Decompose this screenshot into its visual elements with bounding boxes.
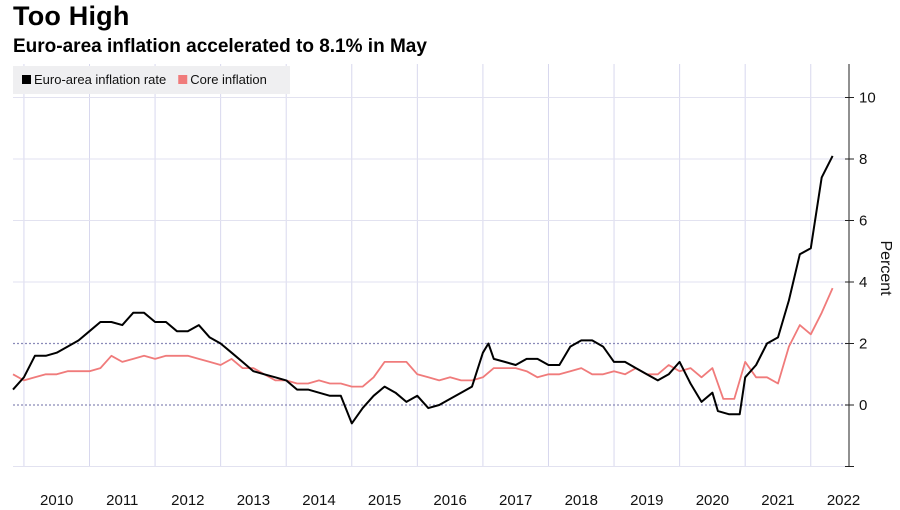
y-axis-label: Percent xyxy=(877,240,894,296)
legend-swatch xyxy=(22,75,31,84)
y-tick-label: 2 xyxy=(859,336,867,353)
y-axis: 0 2 4 6 8 10 xyxy=(845,64,876,467)
legend: Euro-area inflation rate Core inflation xyxy=(13,66,290,94)
x-tick-label: 2015 xyxy=(368,492,401,509)
y-tick-label: 10 xyxy=(859,90,876,107)
x-tick-label: 2010 xyxy=(40,492,73,509)
legend-swatch xyxy=(178,75,188,84)
x-tick-label: 2011 xyxy=(106,492,138,509)
x-tick-label: 2014 xyxy=(302,492,335,509)
series-layer xyxy=(12,155,834,425)
legend-label: Core inflation xyxy=(190,72,267,87)
legend-box xyxy=(13,66,290,94)
x-tick-label: 2017 xyxy=(499,492,532,509)
legend-label: Euro-area inflation rate xyxy=(34,72,166,87)
x-axis: 2010 2011 2012 2013 2014 2015 2016 2017 2018 2019… xyxy=(40,492,860,509)
x-tick-label: 2016 xyxy=(433,492,466,509)
y-tick-label: 8 xyxy=(859,151,867,168)
x-tick-label: 2021 xyxy=(761,492,794,509)
x-tick-label: 2020 xyxy=(696,492,729,509)
chart-title: Too High xyxy=(13,1,130,31)
y-tick-label: 4 xyxy=(859,274,867,291)
x-tick-label: 2019 xyxy=(630,492,663,509)
series-line-euro-area-inflation-rate xyxy=(12,155,834,425)
x-tick-label: 2013 xyxy=(237,492,270,509)
series-line-core-inflation xyxy=(12,287,834,400)
y-tick-label: 0 xyxy=(859,397,867,414)
x-tick-label: 2018 xyxy=(565,492,598,509)
y-tick-label: 6 xyxy=(859,213,867,230)
chart-subtitle: Euro-area inflation accelerated to 8.1% … xyxy=(13,36,427,57)
x-tick-label: 2022 xyxy=(827,492,860,509)
x-tick-label: 2012 xyxy=(171,492,204,509)
grid-lines xyxy=(13,64,849,467)
